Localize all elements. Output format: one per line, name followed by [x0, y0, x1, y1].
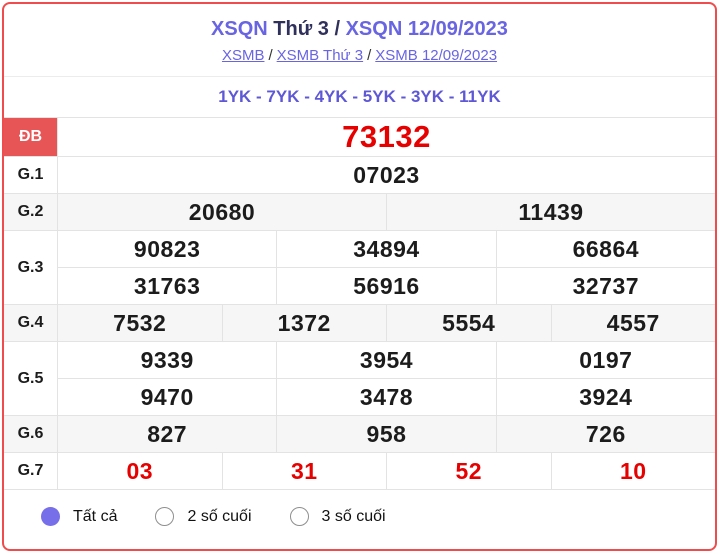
table-row-db: ĐB 73132 — [4, 118, 715, 157]
prize-value-g5: 9470 — [140, 383, 194, 410]
breadcrumb-link-xsmb-day[interactable]: XSMB Thứ 3 — [276, 47, 364, 64]
title-day: Thứ 3 — [273, 18, 329, 40]
prize-value-g4: 5554 — [386, 305, 551, 341]
prize-value-g5: 9339 — [140, 346, 194, 373]
table-row-g2: G.2 20680 11439 — [4, 194, 715, 231]
breadcrumb-link-xsmb[interactable]: XSMB — [221, 47, 265, 64]
filter-option-label: 3 số cuối — [321, 507, 386, 525]
breadcrumb-separator: / — [367, 47, 372, 64]
radio-selected-icon[interactable] — [41, 507, 60, 526]
results-table: ĐB 73132 G.1 07023 G.2 20680 11439 — [4, 117, 715, 490]
prize-value-g6: 958 — [276, 416, 495, 452]
prize-value-g4: 4557 — [550, 305, 716, 341]
prize-value-g3: 66864 — [495, 231, 715, 267]
filter-option-all[interactable]: Tất cả — [41, 507, 117, 526]
prize-value-g7: 03 — [126, 457, 154, 484]
table-row-g5: G.5 9339 3954 0197 9470 3478 3924 — [4, 342, 715, 416]
prize-value-g2: 20680 — [188, 198, 256, 225]
table-row-g7: G.7 03 31 52 10 — [4, 453, 715, 490]
prize-value-g5: 3954 — [276, 342, 495, 378]
prize-value-g5: 3924 — [495, 379, 715, 415]
prize-label-g1: G.1 — [4, 157, 58, 193]
filter-option-last2[interactable]: 2 số cuối — [155, 507, 252, 526]
prize-value-g1: 07023 — [353, 161, 420, 188]
table-row-g6: G.6 827 958 726 — [4, 416, 715, 453]
prize-label-g5: G.5 — [4, 342, 58, 415]
prize-value-db: 73132 — [342, 119, 431, 154]
prize-label-g2: G.2 — [4, 194, 58, 230]
prize-value-g7: 10 — [550, 453, 716, 489]
display-filter: Tất cả 2 số cuối 3 số cuối — [4, 490, 715, 526]
prize-value-g3: 90823 — [133, 235, 201, 262]
prize-value-g2: 11439 — [386, 194, 715, 230]
prize-value-g3: 32737 — [495, 268, 715, 304]
title-station-date: XSQN 12/09/2023 — [345, 18, 508, 40]
radio-unselected-icon[interactable] — [155, 507, 175, 526]
prize-value-g7: 52 — [386, 453, 551, 489]
prize-value-g3: 31763 — [133, 272, 201, 299]
prize-value-g4: 1372 — [221, 305, 387, 341]
prize-value-g6: 726 — [495, 416, 715, 452]
prize-value-g7: 31 — [221, 453, 387, 489]
prize-label-g6: G.6 — [4, 416, 58, 452]
yk-summary-line: 1YK - 7YK - 4YK - 5YK - 3YK - 11YK — [218, 87, 501, 106]
prize-label-g7: G.7 — [4, 453, 58, 489]
table-row-g1: G.1 07023 — [4, 157, 715, 194]
title-station: XSQN — [211, 18, 268, 40]
prize-value-g3: 34894 — [276, 231, 495, 267]
prize-label-g3: G.3 — [4, 231, 58, 304]
table-row-g4: G.4 7532 1372 5554 4557 — [4, 305, 715, 342]
filter-option-last3[interactable]: 3 số cuối — [289, 507, 386, 526]
prize-value-g5: 0197 — [495, 342, 715, 378]
table-row-g3: G.3 90823 34894 66864 31763 56916 32737 — [4, 231, 715, 305]
prize-value-g4: 7532 — [113, 309, 167, 336]
prize-value-g6: 827 — [147, 420, 188, 447]
prize-value-g5: 3478 — [276, 379, 495, 415]
filter-option-label: 2 số cuối — [187, 507, 252, 525]
filter-option-label: Tất cả — [73, 507, 118, 525]
breadcrumb-link-xsmb-date[interactable]: XSMB 12/09/2023 — [375, 47, 498, 64]
prize-label-db: ĐB — [4, 118, 58, 156]
prize-value-g3: 56916 — [276, 268, 495, 304]
breadcrumb-separator: / — [268, 47, 273, 64]
prize-label-g4: G.4 — [4, 305, 58, 341]
page-title: XSQN Thứ 3 / XSQN 12/09/2023 — [4, 4, 715, 41]
breadcrumb: XSMB / XSMB Thứ 3/XSMB 12/09/2023 — [4, 46, 715, 66]
title-separator: / — [334, 18, 341, 40]
radio-unselected-icon[interactable] — [289, 507, 309, 526]
header-divider — [4, 76, 715, 77]
